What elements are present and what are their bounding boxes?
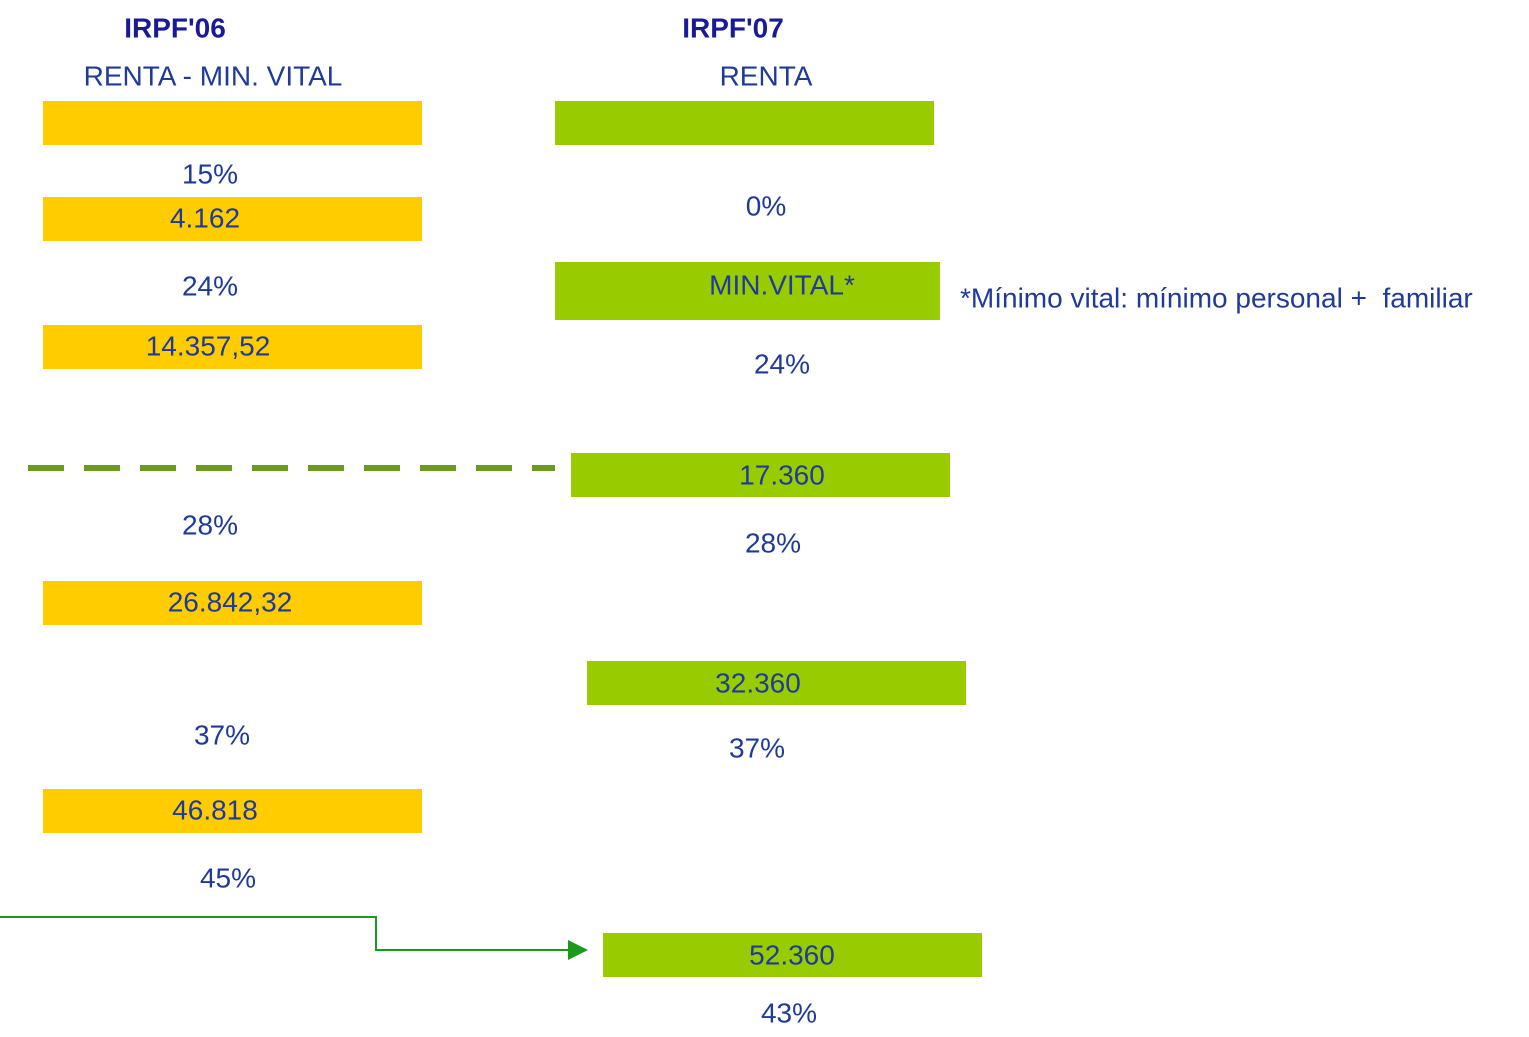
rate: 37% [729, 732, 785, 763]
rate: 28% [745, 527, 801, 558]
limit: 17.360 [739, 459, 825, 490]
bracket-bar [43, 101, 422, 145]
bracket-bar [43, 581, 422, 625]
rate: 24% [182, 270, 238, 301]
subtitle: RENTA [720, 60, 813, 91]
limit: 4.162 [170, 202, 240, 233]
note: *Mínimo vital: mínimo personal + familia… [960, 282, 1473, 313]
bracket-bar [555, 262, 940, 320]
limit: 46.818 [172, 794, 258, 825]
bracket-bar [43, 197, 422, 241]
title: IRPF'07 [682, 12, 784, 43]
arrow [0, 916, 570, 951]
bracket-bar [43, 789, 422, 833]
rate: 24% [754, 348, 810, 379]
rate: 28% [182, 509, 238, 540]
limit: 14.357,52 [146, 330, 271, 361]
title: IRPF'06 [124, 12, 226, 43]
limit: 26.842,32 [168, 586, 293, 617]
limit: 32.360 [715, 667, 801, 698]
rate: 37% [194, 719, 250, 750]
limit: MIN.VITAL* [709, 269, 855, 300]
rate: 0% [746, 190, 786, 221]
bracket-bar [43, 325, 422, 369]
bracket-bar [555, 101, 934, 145]
rate: 45% [200, 862, 256, 893]
limit: 52.360 [749, 939, 835, 970]
rate: 43% [761, 997, 817, 1028]
bracket-bar [571, 453, 950, 497]
rate: 15% [182, 158, 238, 189]
bracket-bar [603, 933, 982, 977]
bracket-bar [587, 661, 966, 705]
arrow-head [568, 940, 588, 960]
subtitle: RENTA - MIN. VITAL [84, 60, 343, 91]
